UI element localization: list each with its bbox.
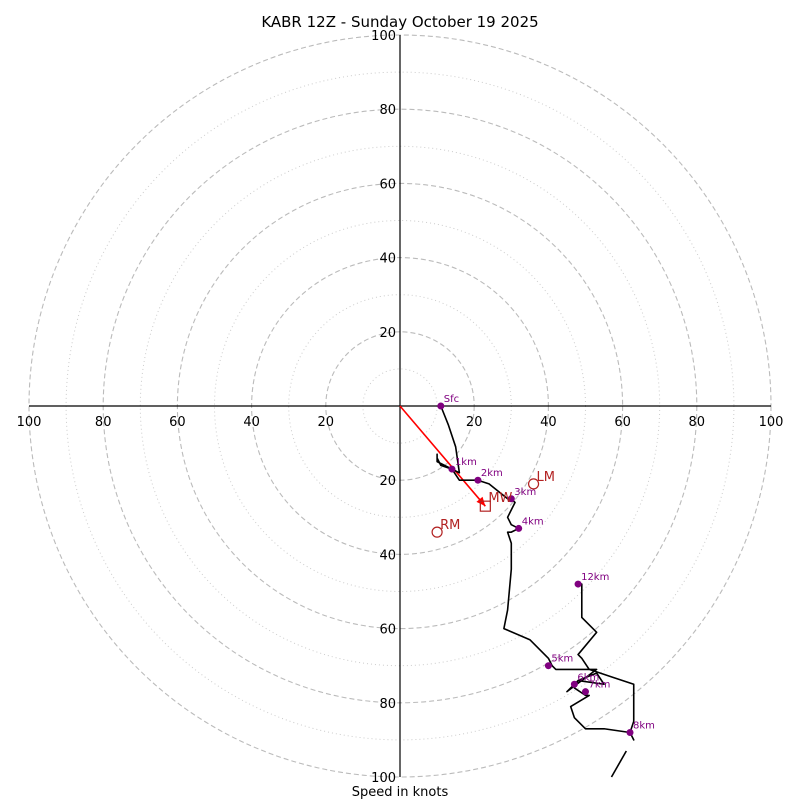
height-marker-3km [507, 495, 515, 503]
height-marker-4km [515, 524, 523, 532]
tick-bottom-40: 40 [379, 548, 396, 563]
right-mover-marker [431, 526, 443, 538]
height-label-2km: 2km [481, 468, 503, 479]
tick-right-80: 80 [689, 415, 706, 430]
height-marker-6km [570, 680, 578, 688]
tick-bottom-100: 100 [371, 771, 396, 786]
tick-left-80: 80 [95, 415, 112, 430]
height-label-1km: 1km [455, 457, 477, 468]
mean-wind-marker [479, 500, 491, 512]
tick-top-60: 60 [379, 177, 396, 192]
height-label-8km: 8km [633, 720, 655, 731]
height-marker-12km [574, 580, 582, 588]
hodograph-trace-tail [610, 750, 628, 778]
tick-right-100: 100 [759, 415, 784, 430]
height-label-4km: 4km [522, 516, 544, 527]
tick-top-40: 40 [379, 252, 396, 267]
height-marker-5km [544, 662, 552, 670]
left-mover-label: LM [537, 470, 555, 485]
height-marker-2km [474, 476, 482, 484]
tick-left-60: 60 [169, 415, 186, 430]
shear-vector [399, 405, 486, 507]
tick-top-80: 80 [379, 103, 396, 118]
height-label-6km: 6km [577, 672, 599, 683]
height-marker-7km [582, 688, 589, 696]
height-marker-1km [448, 465, 456, 473]
height-label-5km: 5km [551, 654, 573, 665]
height-label-Sfc: Sfc [444, 394, 459, 405]
mean-wind-label: MW [488, 491, 512, 506]
tick-left-100: 100 [17, 415, 42, 430]
chart-title: KABR 12Z - Sunday October 19 2025 [261, 13, 538, 31]
height-label-7km: 7km [589, 680, 611, 691]
height-marker-Sfc [437, 402, 445, 410]
tick-left-20: 20 [318, 415, 335, 430]
height-marker-8km [626, 728, 634, 736]
right-mover-label: RM [440, 518, 460, 533]
tick-top-20: 20 [379, 326, 396, 341]
tick-right-60: 60 [614, 415, 631, 430]
tick-right-20: 20 [466, 415, 483, 430]
tick-top-100: 100 [371, 29, 396, 44]
height-label-12km: 12km [581, 572, 609, 583]
left-mover-marker [527, 478, 540, 490]
tick-bottom-60: 60 [379, 623, 396, 638]
tick-left-40: 40 [243, 415, 260, 430]
tick-bottom-80: 80 [379, 697, 396, 712]
height-label-3km: 3km [514, 487, 536, 498]
x-axis-label: Speed in knots [352, 785, 449, 800]
tick-bottom-20: 20 [379, 474, 396, 489]
tick-right-40: 40 [540, 415, 557, 430]
